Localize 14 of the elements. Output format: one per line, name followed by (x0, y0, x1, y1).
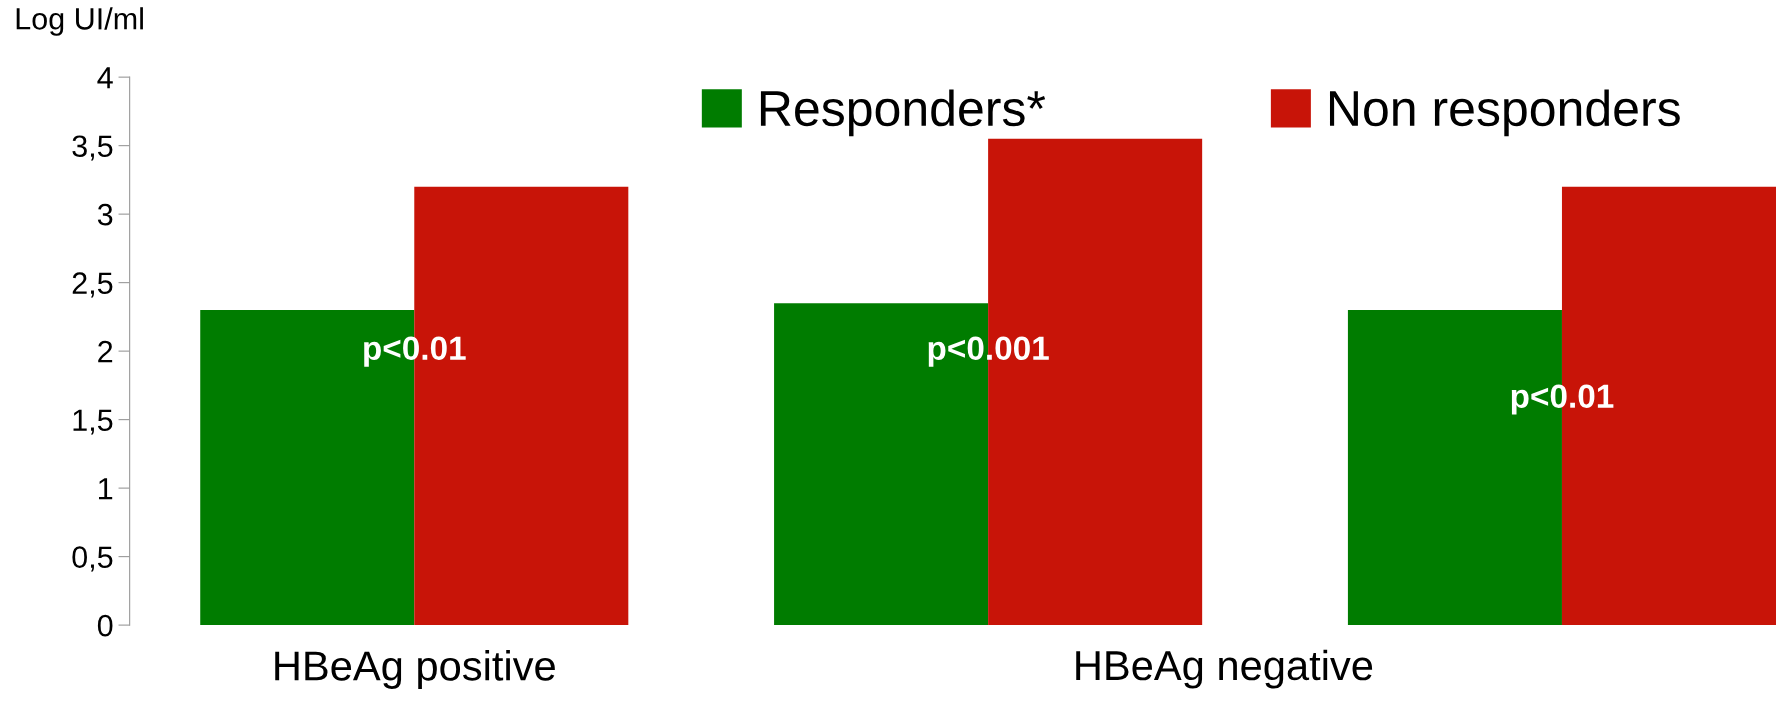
y-tick-label: 0,5 (72, 546, 113, 572)
y-tick-label: 1 (99, 478, 113, 500)
y-tick-label: 3,5 (72, 135, 113, 161)
y-tick-label: 3 (97, 203, 113, 226)
y-tick-label: 1,5 (73, 409, 113, 435)
legend-label: Responders* (760, 89, 1046, 137)
y-tick-label: 2,5 (72, 272, 113, 298)
legend-label: Non responders (1329, 89, 1680, 137)
x-tick-label: HBeAg positive (275, 650, 555, 689)
y-tick-label: 4 (97, 67, 113, 89)
y-axis-title: Log UI/ml (16, 7, 143, 36)
y-tick-label: 0 (97, 614, 113, 637)
y-tick-label: 2 (98, 340, 113, 363)
text: HBeAg negative (1076, 649, 1373, 689)
